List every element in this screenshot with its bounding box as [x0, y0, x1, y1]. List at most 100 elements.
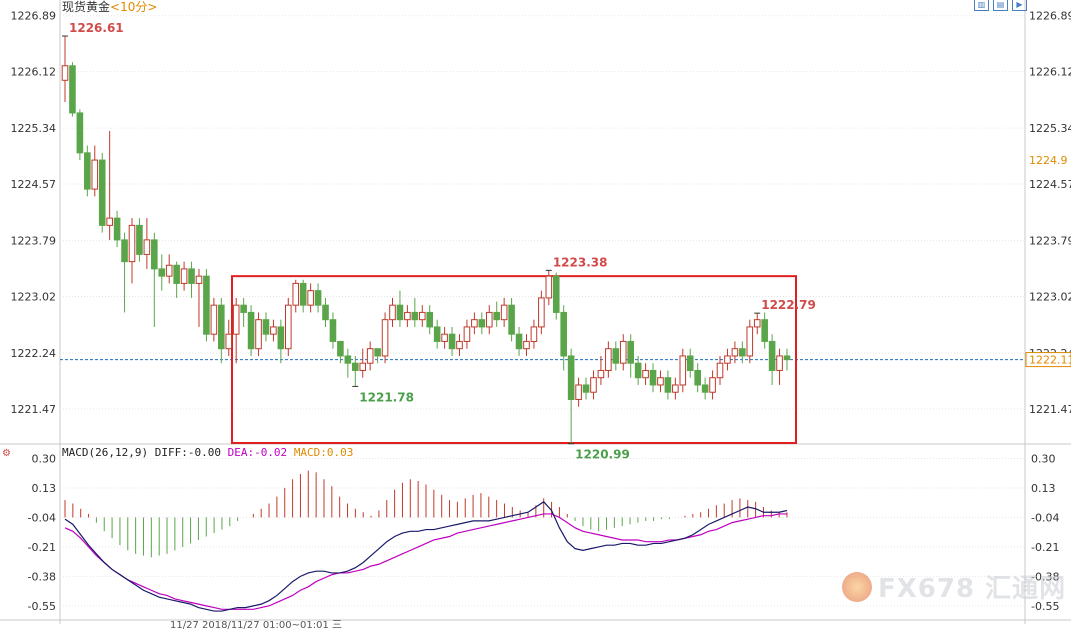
candle-body: [762, 320, 768, 342]
candle-body: [405, 312, 411, 319]
candle-body: [568, 356, 574, 400]
candle-body: [449, 334, 455, 349]
candle-body: [70, 66, 76, 113]
candle-body: [732, 349, 738, 356]
candle-body: [285, 305, 291, 349]
candle-body: [486, 312, 492, 327]
candle-body: [323, 305, 329, 320]
highlight-price-label: 1224.9: [1029, 154, 1068, 167]
candle-body: [494, 312, 500, 319]
candle-body: [345, 356, 351, 363]
macd-tick-left: 0.30: [32, 452, 57, 465]
diff-line: [65, 502, 787, 611]
candle-body: [166, 265, 172, 276]
candle-body: [382, 320, 388, 356]
macd-tick-right: -0.21: [1031, 541, 1059, 554]
candle-body: [315, 291, 321, 306]
candle-body: [226, 334, 232, 349]
candle-body: [516, 334, 522, 349]
macd-diff-value: DIFF:-0.00: [155, 446, 221, 459]
candle-body: [725, 356, 731, 363]
price-tick-left: 1221.47: [11, 403, 57, 416]
candle-body: [635, 363, 641, 378]
annotation-label: 1220.99: [575, 448, 630, 462]
chart-type-icon[interactable]: ▥: [974, 0, 989, 11]
candle-body: [658, 378, 664, 385]
macd-header: MACD(26,12,9) DIFF:-0.00 DEA:-0.02 MACD:…: [62, 446, 353, 459]
indicator-icon[interactable]: ▤: [993, 0, 1008, 11]
candle-body: [233, 305, 239, 334]
candle-body: [472, 320, 478, 327]
candle-body: [293, 283, 299, 305]
settings-icon[interactable]: ⚙: [2, 448, 11, 459]
candle-body: [397, 305, 403, 320]
price-tick-right: 1223.79: [1029, 235, 1071, 248]
annotation-label: 1222.79: [761, 298, 816, 312]
symbol-name: 现货黄金: [62, 0, 110, 14]
candle-body: [434, 327, 440, 342]
candle-body: [419, 312, 425, 319]
candle-body: [77, 113, 83, 153]
current-price-label: 1222.11: [1029, 354, 1071, 367]
price-tick-right: 1221.47: [1029, 403, 1071, 416]
candle-body: [606, 349, 612, 371]
candle-body: [501, 305, 507, 320]
macd-dea-value: DEA:-0.02: [228, 446, 288, 459]
candle-body: [583, 385, 589, 392]
price-tick-left: 1226.89: [11, 10, 57, 23]
candle-body: [479, 320, 485, 327]
forward-icon[interactable]: ▶: [1012, 0, 1027, 11]
timeframe-label[interactable]: <10分>: [110, 0, 157, 14]
macd-params: MACD(26,12,9): [62, 446, 148, 459]
candle-body: [278, 327, 284, 349]
candle-body: [99, 160, 105, 225]
candle-body: [531, 327, 537, 342]
candle-body: [159, 269, 165, 276]
candle-body: [665, 378, 671, 393]
macd-tick-left: -0.21: [28, 541, 56, 554]
candle-body: [546, 276, 552, 298]
macd-tick-left: -0.55: [28, 600, 56, 613]
candle-body: [747, 327, 753, 356]
candle-body: [412, 312, 418, 319]
candle-body: [204, 276, 210, 334]
candle-body: [464, 327, 470, 342]
candle-body: [620, 341, 626, 363]
candle-body: [702, 385, 708, 392]
price-tick-right: 1224.57: [1029, 178, 1071, 191]
price-tick-left: 1225.34: [11, 122, 57, 135]
candle-body: [62, 66, 68, 81]
candle-body: [367, 349, 373, 364]
macd-value: MACD:0.03: [294, 446, 354, 459]
candle-body: [137, 225, 143, 254]
candle-body: [85, 153, 91, 189]
candle-body: [673, 385, 679, 392]
candle-body: [196, 276, 202, 283]
candle-body: [777, 356, 783, 371]
candle-body: [650, 370, 656, 385]
candle-body: [211, 305, 217, 334]
candle-body: [338, 341, 344, 356]
candlestick-series: [62, 36, 790, 444]
price-tick-left: 1223.79: [11, 235, 57, 248]
macd-tick-left: -0.04: [28, 511, 56, 524]
watermark-text: FX678 汇通网: [878, 568, 1066, 605]
candle-body: [360, 363, 366, 370]
candle-body: [308, 291, 314, 306]
candle-body: [181, 269, 187, 284]
price-tick-right: 1226.12: [1029, 66, 1071, 79]
candle-body: [591, 378, 597, 393]
candle-body: [680, 356, 686, 385]
price-tick-left: 1226.12: [11, 66, 57, 79]
candle-body: [375, 349, 381, 356]
candle-body: [717, 363, 723, 378]
candle-body: [107, 218, 113, 225]
candle-body: [241, 305, 247, 312]
candle-body: [710, 378, 716, 393]
candle-body: [114, 218, 120, 240]
candle-body: [561, 312, 567, 356]
